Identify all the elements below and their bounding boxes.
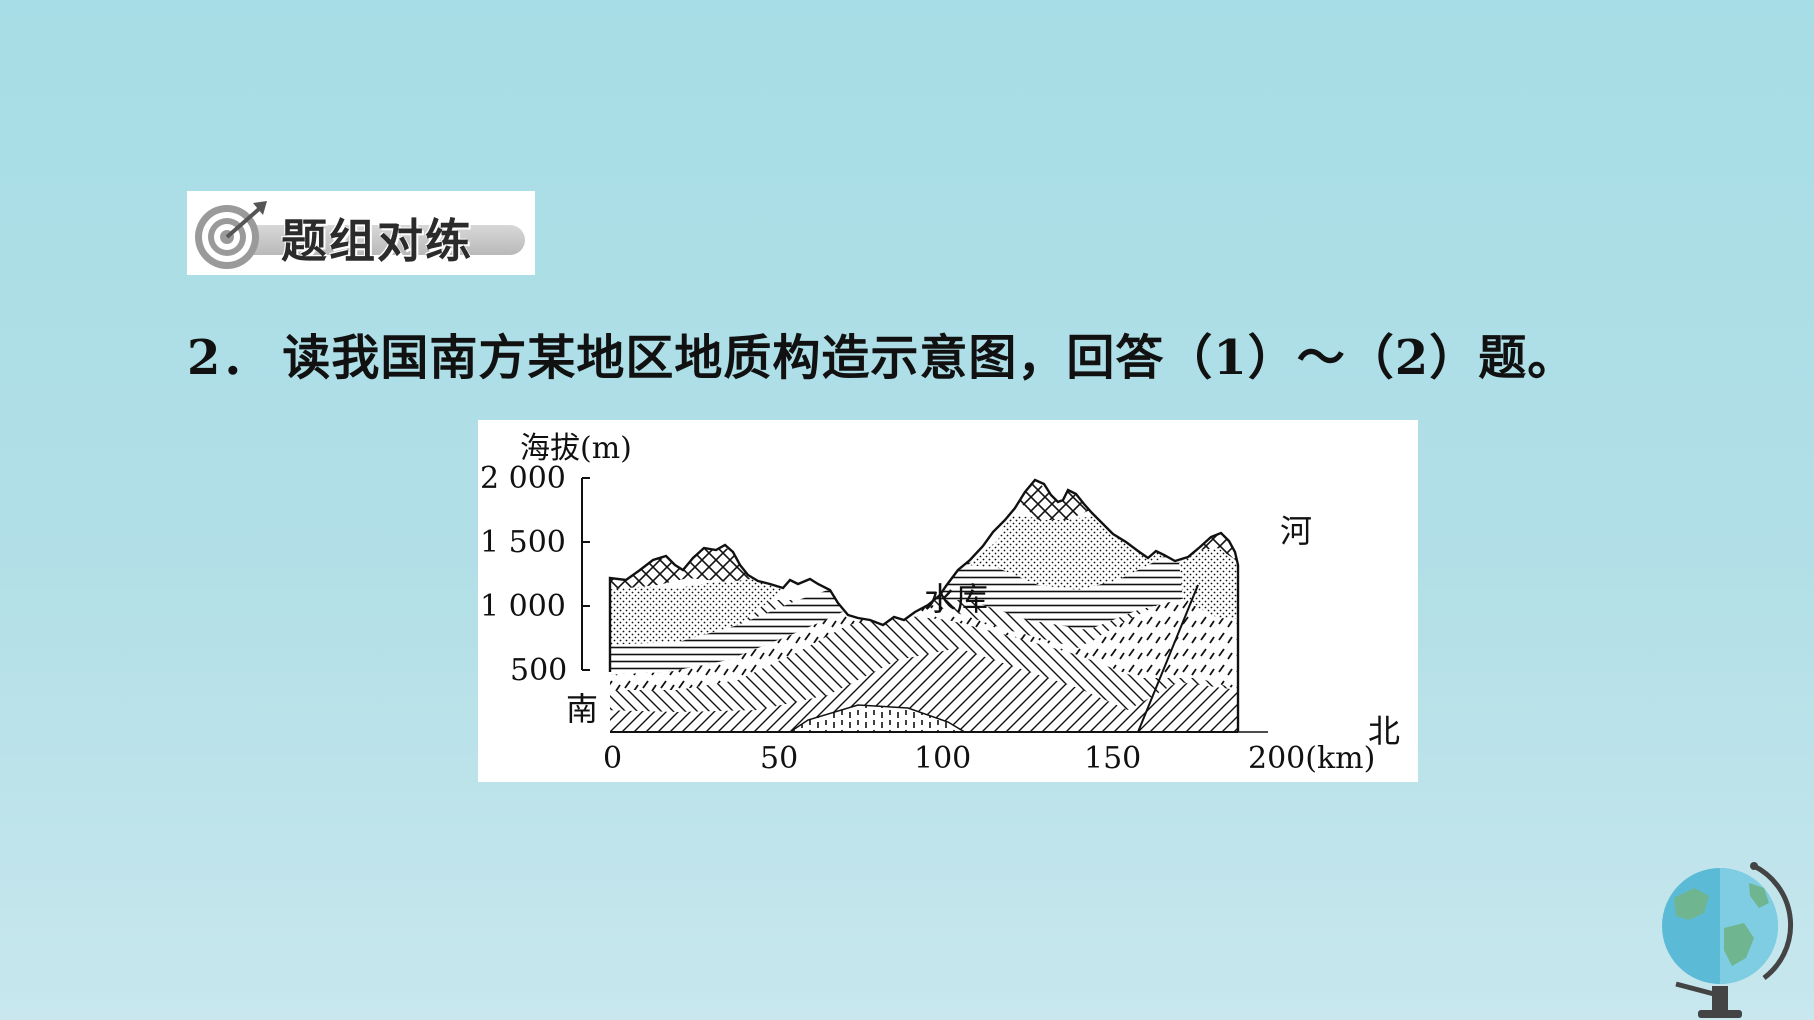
y-axis-title: 海拔(m) xyxy=(520,431,632,466)
strata-layers xyxy=(610,480,1238,732)
globe-icon xyxy=(1662,862,1794,1018)
fault-line xyxy=(1137,584,1199,732)
target-icon xyxy=(195,201,267,269)
label-reservoir: 水库 xyxy=(924,580,988,618)
badge-bar xyxy=(227,225,525,255)
x-tick-label-50: 50 xyxy=(760,741,798,776)
layer-dotted xyxy=(610,570,788,645)
x-tick-label-200: 200(km) xyxy=(1248,741,1375,776)
x-tick-label-0: 0 xyxy=(603,741,622,776)
question-text: 2． 读我国南方某地区地质构造示意图，回答（1）～（2）题。 xyxy=(187,318,1576,388)
layer-dotted-north xyxy=(1178,548,1238,620)
badge-title: 题组对练 xyxy=(281,214,473,268)
y-tick-label-1500: 1 500 xyxy=(480,525,566,560)
question-number: 2． xyxy=(187,330,271,386)
y-tick-label-500: 500 xyxy=(510,653,567,688)
label-south: 南 xyxy=(566,690,598,728)
x-tick-label-100: 100 xyxy=(914,741,971,776)
layer-dashed xyxy=(610,595,1238,695)
y-tick-label-2000: 2 000 xyxy=(480,461,566,496)
section-badge: 题组对练 xyxy=(187,191,535,275)
label-north: 北 xyxy=(1368,712,1400,750)
label-river: 河 xyxy=(1280,512,1312,550)
x-tick-label-150: 150 xyxy=(1084,741,1141,776)
terrain-outline xyxy=(608,478,1240,732)
y-tick-label-1000: 1 000 xyxy=(480,589,566,624)
question-body: 读我国南方某地区地质构造示意图，回答（1）～（2）题。 xyxy=(282,330,1577,386)
geology-cross-section: 海拔(m) 2 000 1 500 1 000 500 南 北 水库 河 0 5… xyxy=(478,420,1418,782)
layer-deep-diagonal xyxy=(610,648,1238,732)
